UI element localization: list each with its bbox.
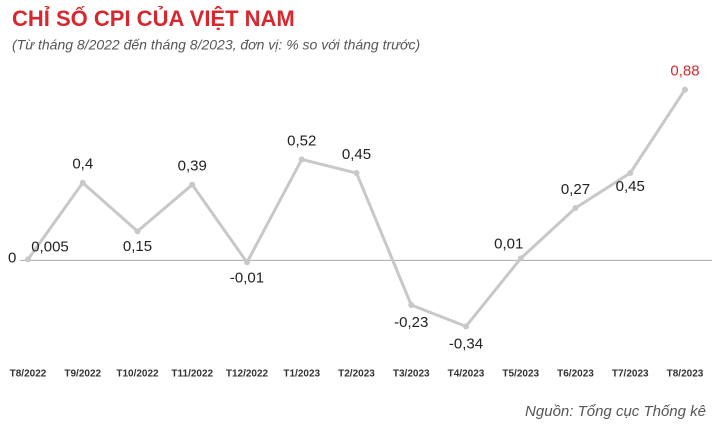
x-tick-label: T12/2022 — [226, 369, 269, 380]
x-tick-label: T3/2023 — [393, 369, 430, 380]
value-label: 0,005 — [31, 238, 69, 255]
x-tick-label: T1/2023 — [283, 369, 320, 380]
x-tick-label: T10/2022 — [116, 369, 159, 380]
value-label: 0,27 — [561, 181, 590, 198]
chart-subtitle: (Từ tháng 8/2022 đến tháng 8/2023, đơn v… — [12, 37, 420, 53]
value-label: -0,34 — [449, 335, 483, 352]
x-tick-label: T6/2023 — [557, 369, 594, 380]
value-label: 0,45 — [342, 146, 371, 163]
point — [682, 86, 688, 93]
value-label: -0,23 — [394, 314, 428, 331]
x-tick-label: T9/2022 — [64, 369, 101, 380]
chart-title: CHỈ SỐ CPI CỦA VIỆT NAM — [12, 5, 295, 31]
x-tick-label: T7/2023 — [612, 369, 649, 380]
value-label: 0,88 — [670, 63, 699, 80]
value-label: 0,4 — [72, 156, 93, 173]
value-label: 0,39 — [178, 158, 207, 175]
point — [79, 179, 86, 186]
x-tick-label: T5/2023 — [502, 369, 539, 380]
x-tick-label: T4/2023 — [448, 369, 485, 380]
point — [517, 255, 524, 262]
point — [298, 156, 305, 163]
series-line — [26, 88, 687, 328]
point — [408, 302, 415, 309]
value-label: 0,01 — [494, 235, 523, 252]
x-tick-label: T8/2023 — [667, 369, 704, 380]
point — [189, 181, 196, 188]
point — [627, 170, 634, 177]
value-label: 0,15 — [123, 238, 152, 255]
value-label: 0,45 — [616, 178, 645, 195]
x-tick-label: T11/2022 — [171, 369, 213, 380]
point — [572, 204, 579, 211]
source: Nguồn: Tổng cục Thống kê — [525, 403, 706, 420]
point — [244, 259, 250, 266]
y-tick-label: 0 — [8, 249, 16, 266]
value-label: 0,52 — [287, 132, 316, 149]
point — [353, 170, 360, 177]
value-label: -0,01 — [230, 269, 264, 286]
point — [463, 323, 469, 330]
point — [134, 228, 141, 235]
point — [25, 256, 31, 263]
x-tick-label: T2/2023 — [338, 369, 375, 380]
x-tick-label: T8/2022 — [10, 369, 47, 380]
